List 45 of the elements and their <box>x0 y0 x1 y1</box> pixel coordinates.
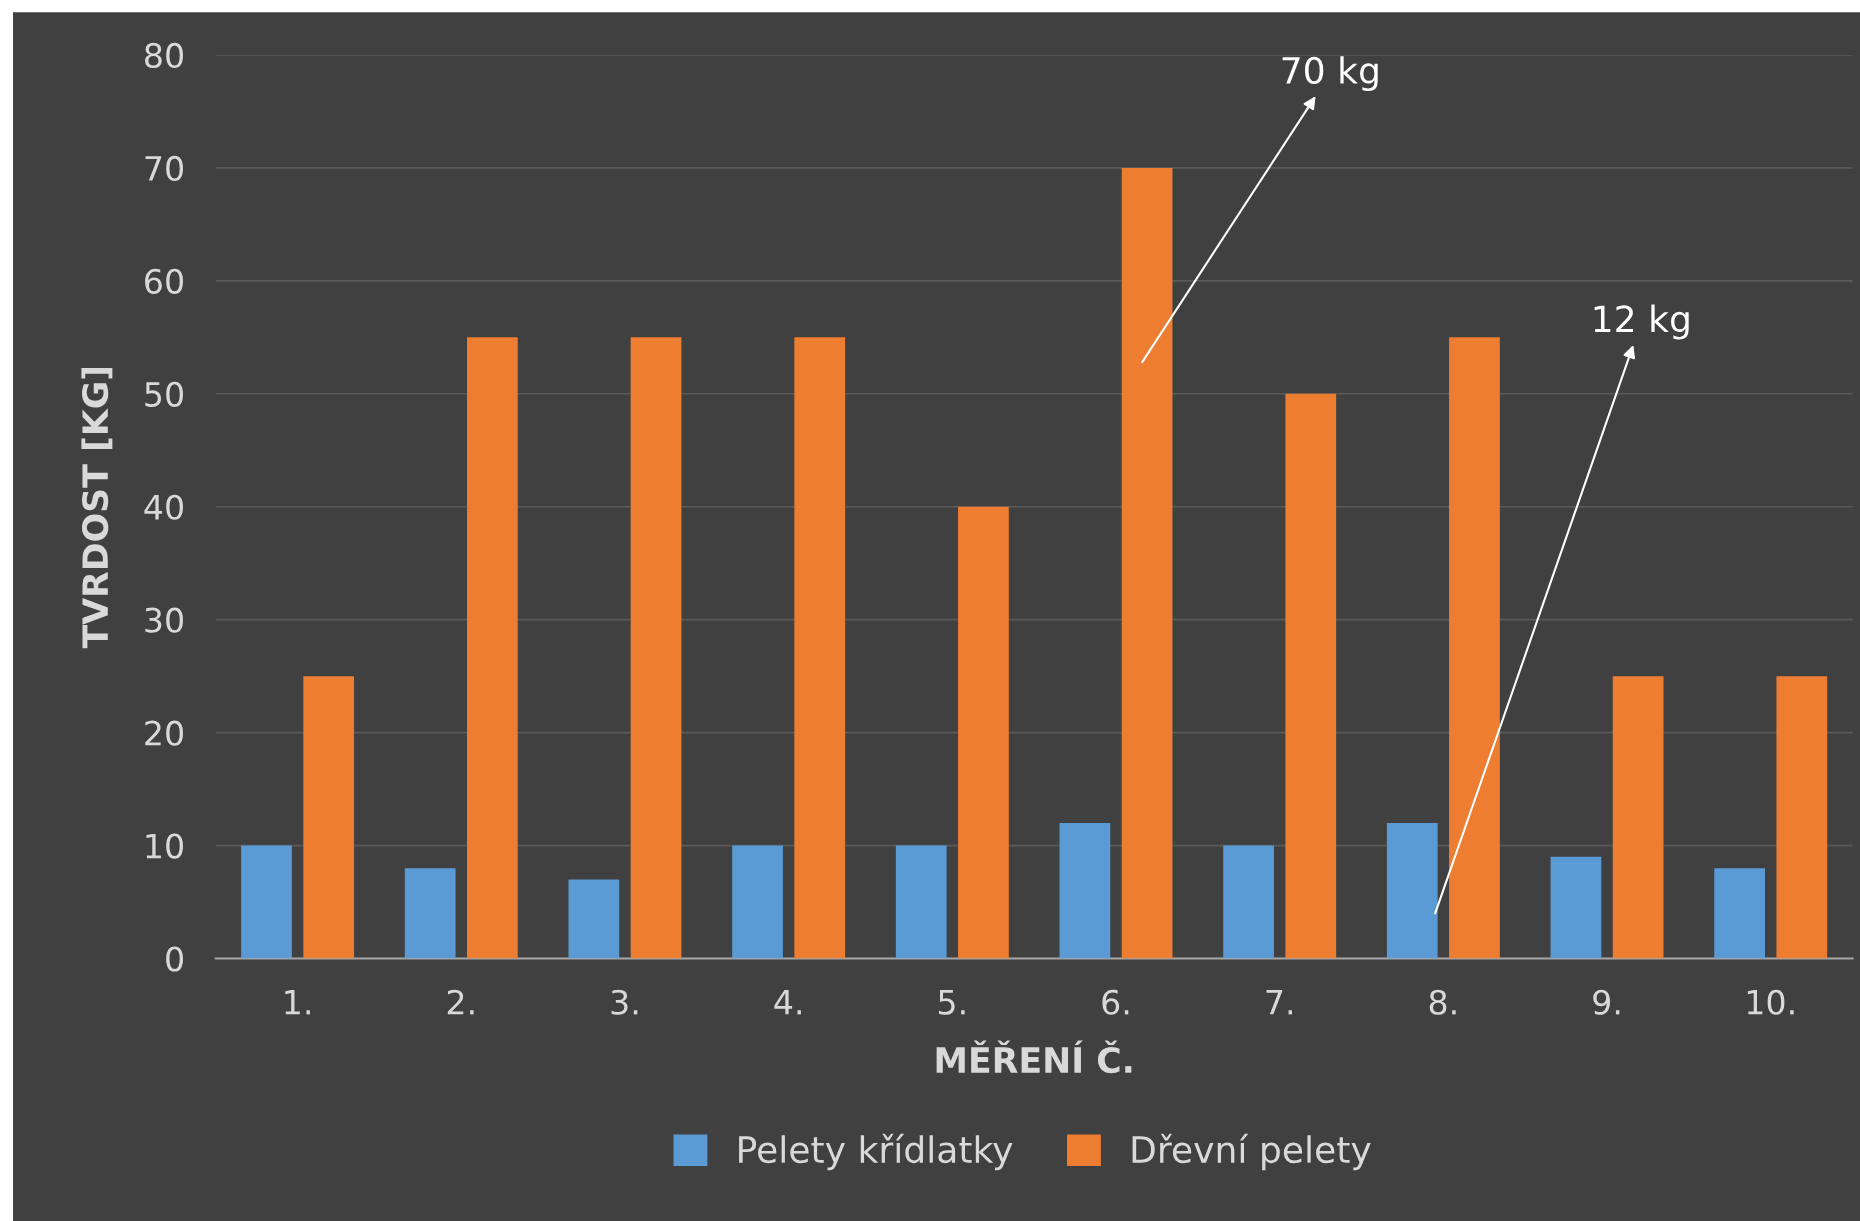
bar <box>1612 676 1664 959</box>
y-tick-label: 20 <box>145 720 183 746</box>
x-tick-label: 3. <box>611 989 638 1015</box>
bar <box>1223 845 1274 959</box>
y-tick-label: 40 <box>144 494 183 520</box>
x-tick-label: 2. <box>447 989 474 1015</box>
y-tick-label: 30 <box>145 607 183 633</box>
bar <box>303 676 355 959</box>
bar <box>404 868 456 959</box>
bar <box>241 845 292 959</box>
x-tick-label: 5. <box>938 990 965 1015</box>
x-tick-label: 9. <box>1593 989 1620 1015</box>
bar <box>1285 393 1337 959</box>
x-tick-label: 7. <box>1266 990 1292 1015</box>
annotation: 12 kg <box>1594 304 1689 340</box>
y-tick-label: 50 <box>145 381 183 407</box>
bar <box>958 506 1009 959</box>
y-tick-label: 0 <box>166 946 183 972</box>
bar <box>794 337 846 959</box>
y-tick-label: 10 <box>146 833 183 859</box>
x-axis-title: MĚŘENÍ Č. <box>936 1040 1132 1074</box>
bar <box>1776 676 1828 959</box>
bar <box>467 337 518 959</box>
x-tick-label: 1. <box>285 990 310 1015</box>
legend-label: Pelety křídlatky <box>739 1133 1013 1171</box>
bar <box>732 845 783 959</box>
bar <box>1121 167 1173 959</box>
bar <box>1386 822 1438 959</box>
bar <box>1550 856 1602 959</box>
legend-label: Dřevní pelety <box>1132 1133 1371 1171</box>
bar <box>1059 822 1111 959</box>
bar <box>895 845 947 959</box>
y-tick-label: 70 <box>145 155 183 182</box>
bar <box>630 337 682 959</box>
x-tick-label: 10. <box>1747 989 1794 1015</box>
y-tick-label: 60 <box>145 268 183 294</box>
bar <box>1714 868 1765 959</box>
x-tick-label: 8. <box>1429 989 1456 1015</box>
x-tick-label: 6. <box>1102 989 1129 1015</box>
bar <box>1449 337 1500 959</box>
y-tick-label: 80 <box>145 42 183 69</box>
x-tick-label: 4. <box>774 990 801 1015</box>
bar <box>568 879 620 959</box>
y-axis-title: TVRDOST [KG] <box>81 367 113 649</box>
annotation: 70 kg <box>1282 56 1378 92</box>
